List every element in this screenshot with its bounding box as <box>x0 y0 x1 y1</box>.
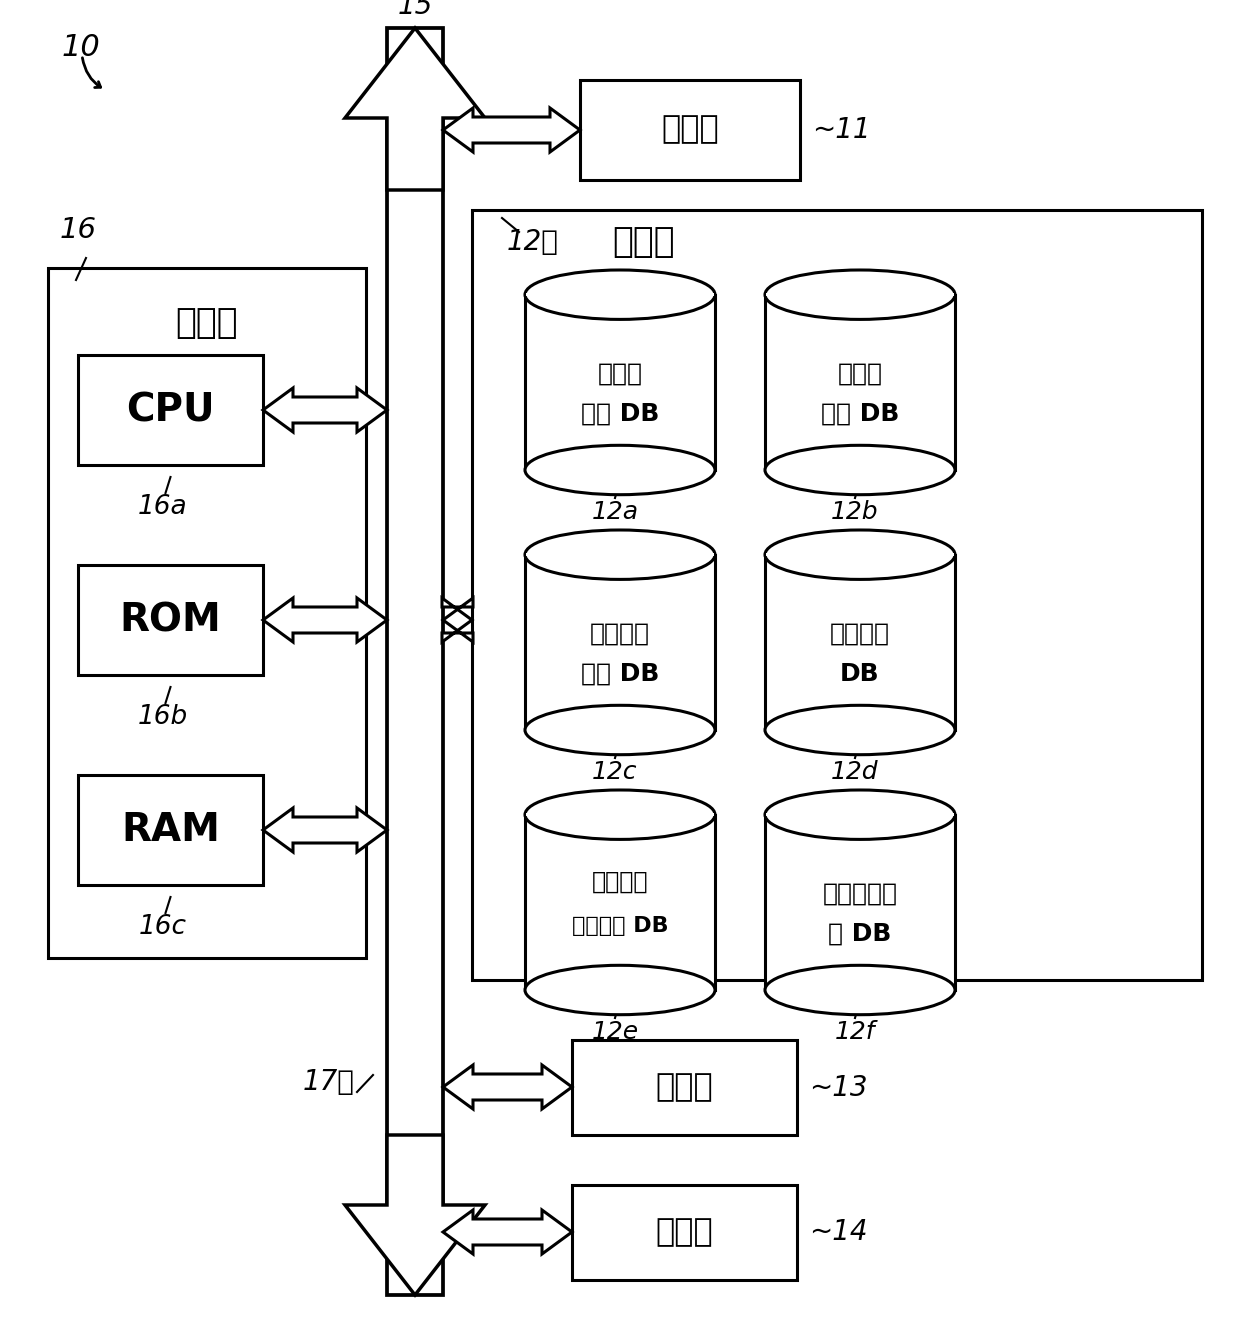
Bar <box>526 293 714 296</box>
Bar <box>78 355 263 465</box>
Bar <box>526 813 714 816</box>
Text: 12f: 12f <box>835 1020 875 1044</box>
Ellipse shape <box>525 789 715 840</box>
Bar <box>472 210 1202 979</box>
Polygon shape <box>443 1210 572 1254</box>
Bar <box>526 553 714 556</box>
Text: 按划分分类: 按划分分类 <box>822 882 898 906</box>
Text: 10: 10 <box>62 33 100 62</box>
Text: 输入部: 输入部 <box>656 1217 713 1247</box>
Ellipse shape <box>765 705 955 755</box>
Text: ROM: ROM <box>119 601 222 639</box>
Text: 16: 16 <box>60 216 97 244</box>
Polygon shape <box>441 598 472 642</box>
Bar <box>765 814 955 990</box>
Bar <box>387 28 443 1295</box>
Bar <box>525 814 715 990</box>
Text: 通信部: 通信部 <box>661 115 719 145</box>
Bar <box>78 775 263 884</box>
Ellipse shape <box>525 271 715 319</box>
Text: 16c: 16c <box>139 913 186 940</box>
Ellipse shape <box>525 531 715 579</box>
Text: 生理 DB: 生理 DB <box>580 663 660 686</box>
Bar <box>766 813 954 816</box>
Ellipse shape <box>765 271 955 319</box>
Text: ~14: ~14 <box>808 1218 868 1246</box>
Polygon shape <box>443 1065 572 1109</box>
Ellipse shape <box>525 445 715 495</box>
Text: CPU: CPU <box>126 391 215 429</box>
Ellipse shape <box>765 789 955 840</box>
Polygon shape <box>345 1135 485 1295</box>
Text: 的 DB: 的 DB <box>828 921 892 946</box>
Text: 驾驶特性: 驾驶特性 <box>830 622 890 645</box>
Text: 16b: 16b <box>138 704 187 730</box>
Text: 输出部: 输出部 <box>656 1072 713 1104</box>
Text: RAM: RAM <box>122 810 219 849</box>
Text: DB: DB <box>841 663 880 686</box>
Bar <box>572 1040 797 1135</box>
Text: 12c: 12c <box>593 760 637 784</box>
Bar <box>525 554 715 730</box>
Bar <box>48 268 366 958</box>
Ellipse shape <box>525 705 715 755</box>
Text: 信息 DB: 信息 DB <box>580 403 660 426</box>
Ellipse shape <box>765 965 955 1015</box>
Ellipse shape <box>525 965 715 1015</box>
Polygon shape <box>443 108 580 152</box>
Bar <box>765 294 955 470</box>
Text: 12a: 12a <box>591 500 639 524</box>
Ellipse shape <box>765 531 955 579</box>
Text: 15: 15 <box>397 0 433 20</box>
Polygon shape <box>263 598 387 642</box>
Text: 非驾驶时: 非驾驶时 <box>590 622 650 645</box>
Ellipse shape <box>765 445 955 495</box>
Bar <box>765 554 955 730</box>
Bar <box>766 293 954 296</box>
Bar <box>572 1185 797 1280</box>
Text: 17～: 17～ <box>303 1068 355 1096</box>
Text: ~11: ~11 <box>812 116 870 144</box>
Text: 对象者: 对象者 <box>598 362 642 385</box>
Bar <box>580 81 800 180</box>
Polygon shape <box>345 28 485 190</box>
Text: 诊断结果: 诊断结果 <box>591 870 649 894</box>
Text: 12～: 12～ <box>507 228 559 256</box>
Bar <box>525 294 715 470</box>
Text: 16a: 16a <box>138 494 187 520</box>
Bar <box>766 553 954 556</box>
Text: 诊断结果 DB: 诊断结果 DB <box>572 916 668 936</box>
Text: 控制部: 控制部 <box>176 306 238 341</box>
Text: 驾驶时: 驾驶时 <box>837 362 883 385</box>
Text: ~13: ~13 <box>808 1073 868 1101</box>
Polygon shape <box>263 388 387 432</box>
Text: 生理 DB: 生理 DB <box>821 403 899 426</box>
Bar <box>78 565 263 675</box>
Text: 存储部: 存储部 <box>613 224 675 259</box>
Polygon shape <box>263 808 387 851</box>
Text: 12b: 12b <box>831 500 879 524</box>
Text: 12d: 12d <box>831 760 879 784</box>
Text: 12e: 12e <box>591 1020 639 1044</box>
